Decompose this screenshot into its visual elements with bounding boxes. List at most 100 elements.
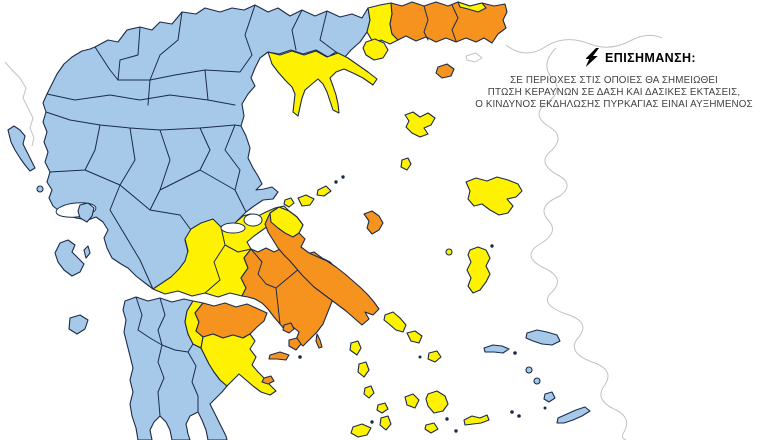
prefecture-borders-north — [109, 184, 154, 290]
prefecture-borders-north — [117, 26, 141, 81]
island-limnos — [404, 111, 436, 138]
prefecture-borders-north — [291, 9, 303, 51]
island-salamina — [282, 322, 295, 334]
region-chalkidiki — [267, 50, 378, 117]
island-aegina — [288, 337, 302, 351]
island-chios — [466, 246, 491, 294]
island-alonissos — [316, 185, 332, 197]
region-mainland-northwest — [42, 4, 371, 290]
islet — [490, 244, 494, 248]
region-corinthia — [194, 302, 268, 339]
prefecture-borders-thrace — [423, 5, 429, 41]
islet — [517, 414, 521, 418]
turkey-north-coast-outline — [505, 34, 663, 54]
island-psara — [445, 248, 453, 256]
island-amorgos — [463, 414, 490, 426]
island-kalymnos — [543, 391, 556, 403]
island-lefkada — [77, 202, 95, 223]
warning-line-1: ΣΕ ΠΕΡΙΟΧΕΣ ΣΤΙΣ ΟΠΟΙΕΣ ΘΑ ΣΗΜΕΙΩΘΕΙ — [510, 75, 718, 86]
islet — [513, 351, 517, 355]
island-makronisos — [315, 333, 323, 349]
prefecture-borders-attica — [250, 248, 281, 325]
prefecture-borders-north — [149, 11, 183, 81]
island-naxos — [425, 390, 449, 414]
island-spetses — [261, 375, 275, 385]
region-thrace-north — [457, 1, 487, 13]
island-serifos — [376, 402, 389, 414]
warning-annotation: ΕΠΙΣΗΜΑΝΣΗ: ΣΕ ΠΕΡΙΟΧΕΣ ΣΤΙΣ ΟΠΟΙΕΣ ΘΑ Σ… — [458, 48, 770, 111]
island-ithaki — [83, 245, 91, 259]
island-sifnos — [379, 415, 392, 431]
island-skiathos — [283, 197, 295, 208]
prefecture-borders-peloponnese — [157, 344, 165, 417]
prefecture-borders-north — [149, 209, 192, 231]
islet — [370, 420, 374, 424]
island-kea — [349, 340, 362, 356]
island-samothraki — [435, 63, 455, 79]
prefecture-borders-north — [159, 127, 211, 191]
prefecture-borders-north — [46, 93, 209, 101]
island-hydra — [268, 351, 290, 361]
prefecture-borders-north — [244, 4, 256, 56]
prefecture-borders-north — [45, 111, 242, 131]
island-andros — [383, 311, 407, 333]
pagasetic-gulf — [243, 213, 263, 227]
prefecture-borders-north — [147, 79, 151, 106]
maliakos-gulf — [220, 222, 246, 234]
warning-title: ΕΠΙΣΗΜΑΝΣΗ: — [605, 50, 696, 65]
islet — [543, 406, 547, 410]
island-tinos — [406, 330, 423, 344]
prefecture-borders-peloponnese — [137, 329, 194, 353]
island-ikaria — [483, 344, 510, 354]
island-paxoi — [36, 185, 44, 193]
prefecture-borders-north — [94, 46, 253, 81]
region-thrace — [389, 1, 508, 44]
island-skopelos — [297, 194, 315, 207]
islet — [445, 417, 449, 421]
prefecture-borders-peloponnese — [187, 351, 199, 413]
island-milos — [350, 423, 372, 438]
islet — [341, 175, 345, 179]
island-agios-efstratios — [400, 157, 412, 171]
warning-line-2: ΠΤΩΣΗ ΚΕΡΑΥΝΩΝ ΣΕ ΔΑΣΗ ΚΑΙ ΔΑΣΙΚΕΣ ΕΚΤΑΣ… — [487, 86, 741, 98]
prefecture-borders-north — [319, 10, 345, 59]
prefecture-borders-peloponnese — [157, 297, 166, 346]
islet — [454, 429, 458, 433]
imbros-outline — [465, 52, 483, 63]
island-thasos — [362, 38, 389, 61]
albania-coast-outline — [4, 61, 35, 147]
islet — [298, 355, 302, 359]
island-lesvos — [465, 176, 523, 216]
prefecture-borders-north — [234, 189, 247, 213]
prefecture-borders-peloponnese — [135, 296, 143, 331]
islet — [510, 410, 514, 414]
warning-text: ΣΕ ΠΕΡΙΟΧΕΣ ΣΤΙΣ ΟΠΟΙΕΣ ΘΑ ΣΗΜΕΙΩΘΕΙ ΠΤΩ… — [458, 75, 770, 111]
lightning-bolt-icon — [586, 48, 600, 67]
prefecture-borders-north — [84, 127, 136, 186]
region-evia-north — [269, 206, 304, 238]
prefecture-borders-north — [199, 124, 241, 191]
island-leros — [533, 377, 541, 385]
island-mykonos — [427, 350, 442, 363]
prefecture-borders-thrace — [451, 4, 459, 42]
island-zakynthos — [68, 314, 89, 335]
island-kythnos — [357, 361, 370, 378]
island-skyros — [363, 210, 384, 235]
island-ios — [424, 422, 439, 434]
island-paros — [404, 393, 420, 409]
island-kos — [556, 406, 591, 424]
turkey-west-coast-outline — [530, 47, 628, 440]
island-kefalonia — [54, 239, 85, 277]
islet — [418, 355, 422, 359]
island-samos — [525, 329, 561, 346]
warning-line-3: Ο ΚΙΝΔΥΝΟΣ ΕΚΔΗΛΩΣΗΣ ΠΥΡΚΑΓΙΑΣ ΕΙΝΑΙ ΑΥΞ… — [475, 98, 753, 110]
island-corfu — [7, 125, 36, 172]
island-patmos — [525, 366, 533, 374]
island-syros — [363, 385, 375, 399]
islet — [334, 180, 338, 184]
region-argolis — [200, 333, 277, 396]
prefecture-borders-central — [204, 226, 226, 294]
prefecture-borders-central — [224, 244, 252, 253]
